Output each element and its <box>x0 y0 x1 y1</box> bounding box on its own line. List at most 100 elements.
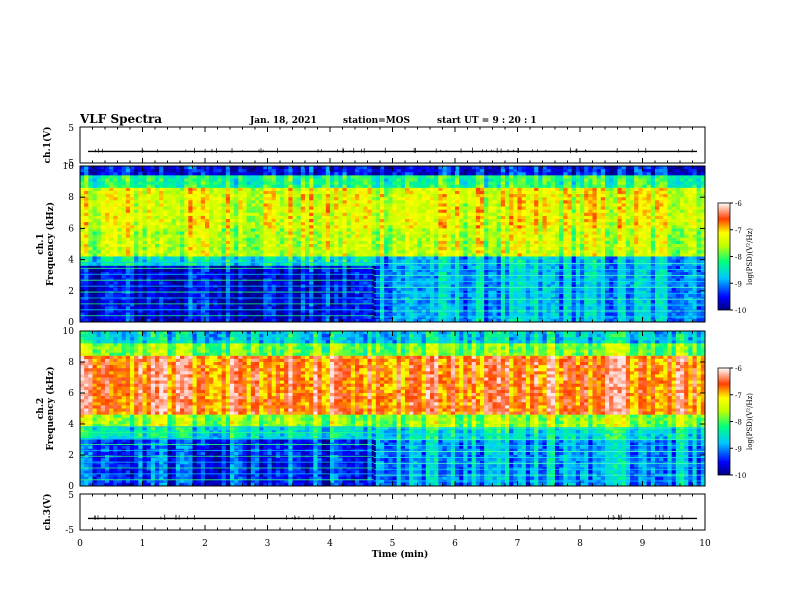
spectrogram-cell <box>325 300 331 304</box>
spectrogram-cell <box>350 228 356 232</box>
spectrogram-cell <box>238 287 243 292</box>
spectrogram-cell <box>109 300 114 304</box>
spectrogram-cell <box>380 178 385 182</box>
spectrogram-cell <box>309 250 314 254</box>
spectrogram-cell <box>463 290 468 295</box>
spectrogram-cell <box>367 309 372 313</box>
spectrogram-cell <box>142 256 147 260</box>
spectrogram-cell <box>196 268 202 273</box>
spectrogram-cell <box>271 187 277 192</box>
spectrogram-cell <box>363 172 368 176</box>
spectrogram-cell <box>292 166 297 170</box>
spectrogram-cell <box>417 259 422 264</box>
spectrogram-cell <box>417 203 422 207</box>
spectrogram-cell <box>463 300 468 304</box>
spectrogram-cell <box>455 197 460 201</box>
spectrogram-cell <box>300 206 306 210</box>
spectrogram-cell <box>130 206 135 210</box>
spectrogram-cell <box>92 303 97 307</box>
spectrogram-cell <box>346 272 352 276</box>
spectrogram-cell <box>213 259 218 264</box>
spectrogram-cell <box>296 293 302 298</box>
spectrogram-cell <box>217 290 222 295</box>
spectrogram-cell <box>96 237 102 242</box>
spectrogram-cell <box>459 172 464 176</box>
spectrogram-cell <box>313 259 318 264</box>
spectrogram-cell <box>125 228 131 232</box>
spectrogram-cell <box>230 290 235 295</box>
spectrogram-cell <box>330 306 335 310</box>
spectrogram-cell <box>121 194 127 198</box>
spectrogram-cell <box>213 237 218 242</box>
spectrogram-cell <box>405 256 410 260</box>
spectrogram-cell <box>113 268 118 273</box>
spectrogram-cell <box>150 234 156 239</box>
spectrogram-cell <box>296 178 302 182</box>
spectrogram-cell <box>134 300 139 304</box>
spectrogram-cell <box>446 225 452 229</box>
spectrogram-cell <box>463 203 468 207</box>
spectrogram-cell <box>371 306 377 310</box>
spectrogram-cell <box>180 203 185 207</box>
spectrogram-cell <box>263 209 268 214</box>
spectrogram-cell <box>88 259 93 264</box>
spectrogram-cell <box>271 300 277 304</box>
spectrogram-cell <box>238 212 243 217</box>
spectrogram-cell <box>355 219 360 223</box>
spectrogram-cell <box>355 190 360 195</box>
spectrogram-cell <box>238 256 243 260</box>
spectrogram-cell <box>267 281 272 285</box>
spectrogram-cell <box>188 178 193 182</box>
spectrogram-cell <box>80 272 85 276</box>
spectrogram-cell <box>134 256 139 260</box>
spectrogram-cell <box>471 197 477 201</box>
spectrogram-cell <box>300 240 306 245</box>
spectrogram-cell <box>163 240 168 245</box>
spectrogram-cell <box>175 166 181 170</box>
spectrogram-cell <box>459 219 464 223</box>
spectrogram-cell <box>313 178 318 182</box>
spectrogram-cell <box>463 222 468 226</box>
spectrogram-cell <box>246 293 252 298</box>
spectrogram-cell <box>384 244 389 248</box>
spectrogram-cell <box>200 175 206 179</box>
spectrogram-cell <box>288 262 293 267</box>
spectrogram-cell <box>221 169 227 173</box>
spectrogram-cell <box>250 215 256 220</box>
spectrogram-cell <box>80 256 85 260</box>
spectrogram-cell <box>425 237 431 242</box>
spectrogram-cell <box>225 178 231 182</box>
spectrogram-cell <box>200 206 206 210</box>
spectrogram-cell <box>321 209 327 214</box>
spectrogram-cell <box>271 281 277 285</box>
spectrogram-cell <box>446 256 452 260</box>
spectrogram-cell <box>363 225 368 229</box>
spectrogram-cell <box>417 222 422 226</box>
spectrogram-cell <box>471 265 477 270</box>
spectrogram-cell <box>92 244 97 248</box>
spectrogram-cell <box>138 197 143 201</box>
spectrogram-cell <box>325 187 331 192</box>
spectrogram-cell <box>313 234 318 239</box>
spectrogram-cell <box>155 247 160 251</box>
spectrogram-cell <box>250 247 256 251</box>
spectrogram-cell <box>184 172 189 176</box>
spectrogram-cell <box>421 181 427 186</box>
spectrogram-cell <box>238 315 243 320</box>
spectrogram-cell <box>125 222 131 226</box>
spectrogram-cell <box>367 225 372 229</box>
spectrogram-cell <box>434 169 439 173</box>
spectrogram-cell <box>463 297 468 301</box>
spectrogram-cell <box>317 187 322 192</box>
spectrogram-cell <box>130 262 135 267</box>
spectrogram-cell <box>238 219 243 223</box>
spectrogram-cell <box>167 206 172 210</box>
spectrogram-cell <box>359 231 364 235</box>
spectrogram-cell <box>480 212 485 217</box>
spectrogram-cell <box>142 290 147 295</box>
spectrogram-cell <box>471 278 477 282</box>
spectrogram-cell <box>405 275 410 279</box>
spectrogram-cell <box>271 303 277 307</box>
spectrogram-cell <box>425 281 431 285</box>
spectrogram-cell <box>167 290 172 295</box>
